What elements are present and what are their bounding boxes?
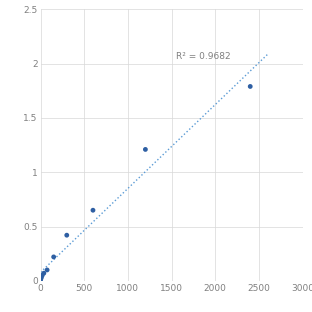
Point xyxy=(51,254,56,259)
Point xyxy=(64,233,69,238)
Point xyxy=(40,273,45,278)
Point xyxy=(38,276,43,281)
Point xyxy=(39,275,44,280)
Point xyxy=(38,278,43,283)
Point xyxy=(41,271,46,276)
Point xyxy=(90,208,95,213)
Point xyxy=(248,84,253,89)
Point xyxy=(45,267,50,272)
Point xyxy=(143,147,148,152)
Text: R² = 0.9682: R² = 0.9682 xyxy=(176,52,231,61)
